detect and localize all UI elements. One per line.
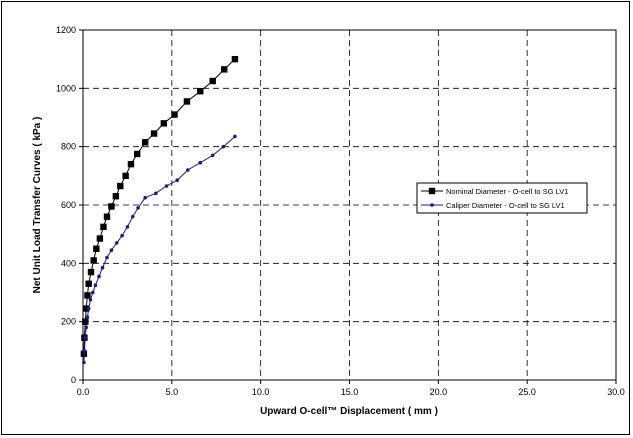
data-point [93,283,98,288]
data-point [112,193,120,200]
data-point [84,292,91,299]
x-axis-title: Upward O-cell™ Displacement ( mm ) [260,406,438,417]
y-tick-label: 800 [61,142,76,152]
data-point [82,360,86,365]
data-point [130,214,135,219]
legend-label: Nominal Diameter - O-cell to SG LV1 [446,187,568,196]
data-point [175,178,179,183]
data-point [87,268,95,276]
data-point [122,172,129,180]
series-2 [82,134,237,365]
legend-entry: Nominal Diameter - O-cell to SG LV1 [421,187,568,196]
data-point [197,88,204,95]
legend-marker [428,187,436,195]
y-tick-label: 600 [61,200,76,210]
data-point [125,225,130,229]
data-point [85,315,90,320]
x-tick-label: 25.0 [518,387,536,397]
data-point [82,318,89,325]
legend-label: Caliper Diameter - O-cell to SG LV1 [446,201,565,210]
y-tick-label: 200 [61,317,76,327]
data-point [186,168,190,172]
data-point [198,160,203,165]
y-tick-label: 1200 [56,25,76,35]
data-point [136,206,140,210]
x-tick-label: 10.0 [252,387,270,397]
data-point [210,153,215,158]
data-point [105,255,109,260]
data-point [231,55,239,63]
y-axis-title: Net Unit Load Transfer Curves ( kPa ) [32,117,43,294]
data-point [160,120,168,127]
data-point [103,213,111,220]
data-point [83,335,88,340]
y-tick-label: 400 [61,258,76,268]
data-point [150,130,158,137]
data-point [93,245,100,252]
x-tick-label: 20.0 [430,387,448,397]
data-point [141,139,149,146]
axes: 0 200 400 600 800 1000 1200 0.0 5.0 10.0 15.0 20.0 2… [56,25,625,397]
data-point [86,306,91,311]
data-point [127,160,135,168]
data-point [114,241,119,245]
y-tick-label: 1000 [56,83,76,93]
data-point [133,150,141,158]
data-point [97,274,101,279]
series-layer [80,55,239,365]
data-point [90,257,97,264]
data-point [100,223,107,231]
data-point [100,265,105,270]
data-point [82,305,90,312]
legend-box [416,182,588,214]
data-point [221,144,226,149]
x-tick-label: 0.0 [77,387,90,397]
data-point [108,203,115,210]
data-point [183,98,191,105]
x-tick-label: 15.0 [341,387,359,397]
data-point [85,280,92,287]
data-point [82,349,87,353]
data-point [164,184,169,188]
legend: Nominal Diameter - O-cell to SG LV1 Calip… [416,182,588,214]
data-point [84,325,88,330]
data-point [120,233,124,238]
data-point [154,191,158,196]
data-point [143,195,147,200]
data-point [88,297,93,302]
y-tick-label: 0 [71,375,76,385]
data-point [233,134,237,139]
data-point [171,111,178,118]
x-tick-label: 5.0 [166,387,179,397]
data-point [109,248,114,253]
data-point [90,290,95,295]
data-point [117,182,124,190]
data-point [209,77,216,85]
data-point [221,66,228,73]
legend-marker [430,203,434,207]
legend-entry: Caliper Diameter - O-cell to SG LV1 [421,201,565,210]
x-tick-label: 30.0 [607,387,625,397]
data-point [96,235,104,242]
